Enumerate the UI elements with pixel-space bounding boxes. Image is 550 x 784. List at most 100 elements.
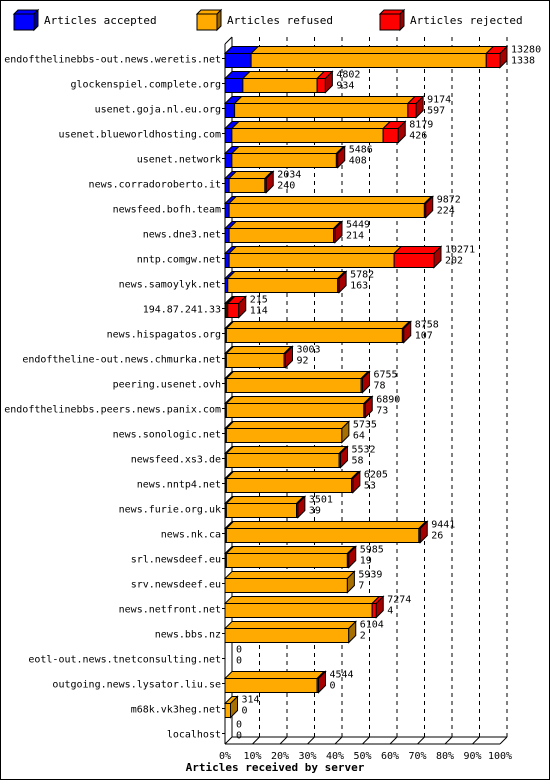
server-label: endofthelinebbs.peers.news.panix.com: [4, 405, 221, 416]
grid-floor-line: [499, 736, 508, 745]
accepted-value-label: 39: [309, 506, 321, 517]
bar-segment-articles-refused: [225, 353, 285, 368]
accepted-value-label: 7: [358, 581, 364, 592]
total-value-label: 9441: [431, 520, 455, 531]
bar-row: [223, 670, 327, 694]
server-label: m68k.vk3heg.net: [131, 705, 221, 716]
bar-row: [223, 120, 407, 144]
accepted-value-label: 0: [330, 681, 336, 692]
total-value-label: 5985: [360, 545, 384, 556]
x-tick-label: 20%: [271, 751, 289, 762]
bar-side: [238, 295, 247, 319]
server-label: news.bbs.nz: [155, 630, 221, 641]
server-label: news.netfront.net: [119, 605, 221, 616]
bar-segment-articles-accepted: [224, 128, 233, 143]
bar-row: [223, 220, 344, 244]
bar-row: [223, 595, 385, 619]
bar-segment-top: [225, 321, 411, 329]
bar-segment-articles-refused: [224, 678, 318, 693]
bar-segment-top: [241, 71, 326, 79]
accepted-value-label: 202: [445, 256, 463, 267]
bar-side: [318, 670, 326, 694]
bar-segment-articles-rejected: [393, 253, 435, 268]
accepted-value-label: 114: [250, 306, 268, 317]
bar-segment-articles-refused: [234, 103, 409, 118]
legend-label: Articles refused: [227, 14, 333, 27]
grid-lines: [224, 37, 508, 745]
bar-segment-articles-refused: [227, 278, 339, 293]
bar-segment-articles-accepted: [224, 103, 236, 118]
x-tick-labels: 0% 10% 20% 30% 40% 50% 60% 70% 80% 90% 100%: [219, 751, 512, 762]
x-tick-label: 10%: [243, 751, 261, 762]
total-value-label: 0: [236, 645, 242, 656]
bar-side: [341, 420, 350, 444]
grid-floor-line: [444, 736, 453, 745]
bar-segment-top: [225, 346, 293, 354]
legend-swatch: [13, 13, 35, 31]
bar-side: [364, 395, 373, 419]
total-value-label: 2034: [277, 170, 301, 181]
bar-segment-articles-accepted: [224, 78, 244, 93]
bar-row: [223, 470, 362, 494]
bar-segment-top: [223, 621, 357, 629]
total-value-label: 5532: [352, 445, 376, 456]
bar-row: [223, 695, 239, 719]
bar-segment-top: [249, 46, 495, 54]
bar-row: [223, 195, 434, 219]
total-value-label: 10271: [445, 245, 475, 256]
total-value-label: 5735: [353, 420, 377, 431]
bar-side: [499, 45, 508, 69]
accepted-value-label: 58: [352, 456, 364, 467]
bar-side: [230, 695, 238, 719]
x-tick-label: 0%: [219, 751, 231, 762]
total-value-label: 5486: [349, 145, 373, 156]
bar-segment-articles-rejected: [407, 103, 417, 118]
server-label: news.furie.org.uk: [119, 505, 221, 516]
x-tick-label: 40%: [326, 751, 344, 762]
bar-segment-articles-refused: [228, 203, 425, 218]
bar-segment-top: [223, 571, 356, 579]
server-label: outgoing.news.lysator.liu.se: [52, 680, 221, 691]
server-label: newsfeed.xs3.de: [131, 455, 221, 466]
grid-floor-line: [279, 736, 288, 745]
bar-side: [346, 570, 355, 594]
bar-segment-articles-refused: [225, 328, 403, 343]
bar-segment-top: [227, 221, 342, 229]
total-value-label: 0: [236, 720, 242, 731]
accepted-value-label: 1338: [511, 56, 535, 67]
bar-segment-top: [230, 121, 392, 129]
accepted-value-label: 107: [415, 331, 433, 342]
accepted-value-label: 26: [431, 531, 443, 542]
bar-row: [223, 445, 349, 469]
chart-title: Articles received by server: [186, 761, 365, 774]
bar-row: [223, 495, 307, 519]
accepted-value-label: 597: [427, 106, 445, 117]
total-value-label: 6755: [374, 370, 398, 381]
bar-segment-articles-refused: [225, 503, 297, 518]
bar-side: [337, 145, 346, 169]
bar-segment-articles-rejected: [227, 303, 240, 318]
bar-segment-top: [227, 246, 403, 254]
server-label: usenet.network: [137, 155, 221, 166]
x-tick-label: 30%: [298, 751, 316, 762]
bar-segment-top: [225, 471, 360, 479]
legend-label: Articles accepted: [44, 14, 157, 27]
server-label: news.nk.ca: [161, 530, 221, 541]
x-tick-label: 70%: [408, 751, 426, 762]
x-tick-label: 100%: [488, 751, 512, 762]
accepted-value-label: 0: [236, 656, 242, 667]
bar-segment-articles-refused: [228, 228, 335, 243]
server-label: glockenspiel.complete.org: [70, 80, 221, 91]
bar-side: [348, 545, 357, 569]
bars: [223, 45, 509, 719]
total-value-label: 5939: [358, 570, 382, 581]
bar-row: [223, 620, 357, 644]
bar-side: [334, 220, 343, 244]
legend-swatch-side: [216, 8, 222, 32]
bar-side: [352, 470, 361, 494]
accepted-value-label: 240: [277, 181, 295, 192]
accepted-value-label: 426: [409, 131, 427, 142]
bar-row: [223, 395, 374, 419]
server-label: news.corradoroberto.it: [89, 180, 221, 191]
